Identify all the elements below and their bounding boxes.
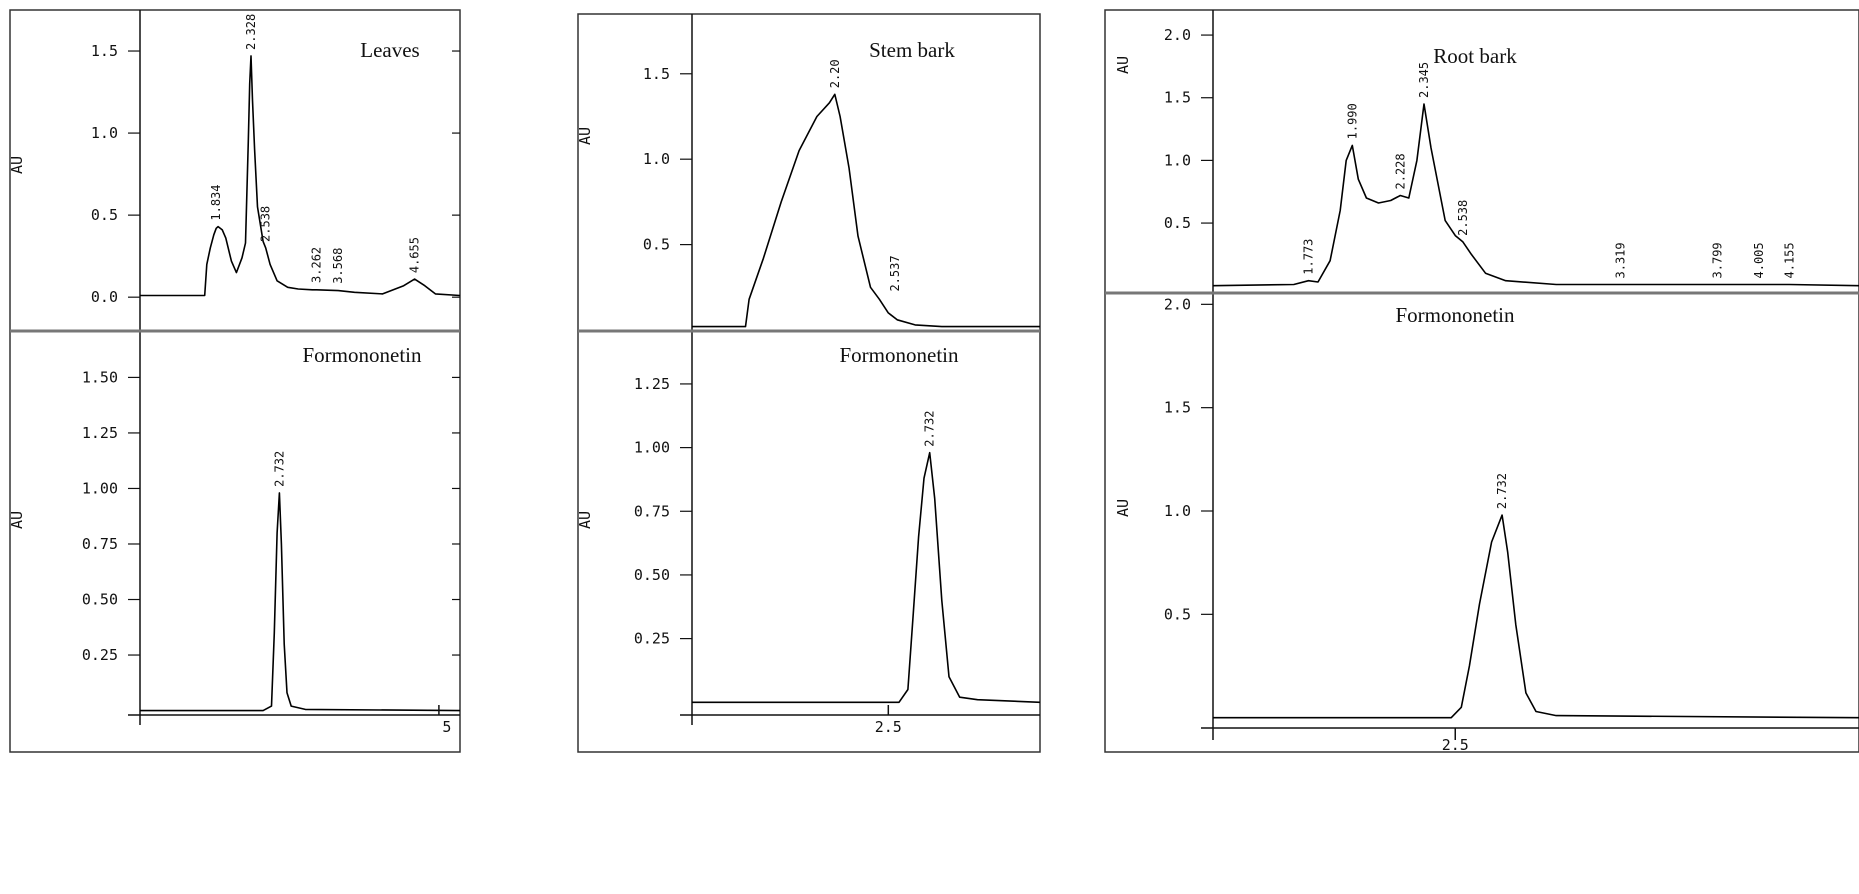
y-tick-label: 0.75 [82,535,118,553]
y-tick-label: 0.25 [82,646,118,664]
chromatogram-trace [692,451,1041,704]
x-tick-label: 2.5 [1442,736,1469,754]
y-tick-label: 1.00 [82,479,118,497]
peak-label: 4.005 [1752,242,1766,278]
peak-label: 2.538 [1456,200,1470,236]
peak-label: 3.568 [331,248,345,284]
y-tick-label: 0.5 [1164,214,1191,232]
y-axis-label: AU [576,511,594,529]
y-tick-label: 1.5 [1164,89,1191,107]
y-tick-label: 0.0 [91,288,118,306]
y-tick-label: 0.75 [634,502,670,520]
y-tick-label: 0.5 [91,206,118,224]
x-tick-label: 5 [442,718,451,736]
y-axis-label: AU [1114,499,1132,517]
panel-right: Root bark AU 0.5 1.0 1.5 2.0 1.773 1.990 2.228 2.… [1104,9,1859,754]
y-tick-label: 1.0 [1164,502,1191,520]
chromatogram-trace [140,492,461,712]
y-axis-label: AU [8,156,26,174]
y-tick-label: 0.25 [634,630,670,648]
peak-label: 3.262 [310,247,324,283]
peak-label: 1.773 [1301,239,1315,275]
y-tick-label: 1.0 [1164,151,1191,169]
peak-label: 2.732 [272,451,286,487]
panel-frame [577,13,1041,753]
y-tick-label: 0.5 [643,236,670,254]
subplot-sample: Stem bark AU 0.5 1.0 1.5 2.20 2.537 [576,38,1040,333]
peak-label: 2.538 [259,206,273,242]
y-tick-label: 1.0 [643,150,670,168]
peak-label: 4.155 [1782,242,1796,278]
subplot-title: Formononetin [840,343,959,367]
subplot-title: Root bark [1433,44,1517,68]
y-tick-label: 1.5 [91,42,118,60]
peak-label: 2.228 [1393,153,1407,189]
peak-label: 2.537 [888,255,902,291]
y-tick-label: 0.50 [82,591,118,609]
y-tick-label: 1.00 [634,439,670,457]
panel-frame [9,9,461,753]
chromatogram-trace [692,93,1040,328]
peak-label: 1.990 [1345,103,1359,139]
peak-label: 4.655 [408,237,422,273]
chromatogram-trace [1213,514,1859,719]
subplot-standard: Formononetin AU 0.25 0.50 0.75 1.00 1.25 1.50 2.… [8,343,461,712]
subplot-standard: Formononetin AU 0.25 0.50 0.75 1.00 1.25 2.732 [576,343,1041,704]
y-tick-label: 2.0 [1164,295,1191,313]
subplot-title: Formononetin [303,343,422,367]
subplot-standard: Formononetin AU 0.5 1.0 1.5 2.0 2.732 [1114,295,1859,719]
subplot-title: Leaves [360,38,419,62]
chromatogram-trace [140,55,461,297]
y-axis-label: AU [8,511,26,529]
y-tick-label: 1.5 [643,65,670,83]
subplot-sample: Leaves AU 0.0 0.5 1.0 1.5 1.834 2.328 2.538 3.262… [8,14,461,333]
peak-label: 2.732 [1495,473,1509,509]
panel-left: Leaves AU 0.0 0.5 1.0 1.5 1.834 2.328 2.538 3.262… [8,9,461,753]
peak-label: 3.319 [1614,242,1628,278]
y-axis-label: AU [576,127,594,145]
panel-frame [1104,9,1859,753]
subplot-sample: Root bark AU 0.5 1.0 1.5 2.0 1.773 1.990 2.228 2.… [1105,26,1859,295]
y-tick-label: 1.25 [634,375,670,393]
x-tick-label: 2.5 [875,718,902,736]
panel-middle: Stem bark AU 0.5 1.0 1.5 2.20 2.537 Formononeti… [576,13,1041,753]
y-tick-label: 0.5 [1164,605,1191,623]
y-tick-label: 0.50 [634,566,670,584]
subplot-title: Formononetin [1396,303,1515,327]
y-tick-label: 1.5 [1164,399,1191,417]
peak-label: 1.834 [209,184,223,220]
y-tick-label: 2.0 [1164,26,1191,44]
peak-label: 2.345 [1417,62,1431,98]
peak-label: 3.799 [1710,242,1724,278]
y-axis-label: AU [1114,56,1132,74]
peak-label: 2.20 [828,59,842,88]
y-tick-label: 1.0 [91,124,118,142]
chromatogram-trace [1212,103,1859,287]
subplot-title: Stem bark [869,38,955,62]
peak-label: 2.328 [244,14,258,50]
peak-label: 2.732 [923,411,937,447]
y-tick-label: 1.25 [82,424,118,442]
y-tick-label: 1.50 [82,368,118,386]
